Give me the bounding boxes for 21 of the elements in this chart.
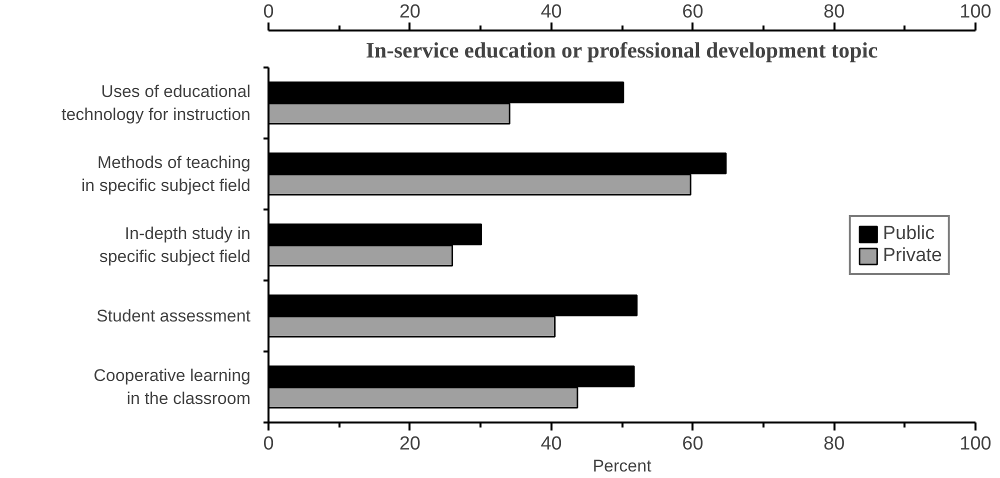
y-tick-label: Student assessment xyxy=(96,306,251,326)
x-tick-label: 20 xyxy=(399,434,420,454)
legend-label: Private xyxy=(882,244,942,266)
y-tick-label: Methods of teaching in specific subject field xyxy=(81,153,251,195)
x-axis-title: Percent xyxy=(592,456,652,476)
x-tick-label: 100 xyxy=(960,434,992,454)
x2-tick-label: 80 xyxy=(824,2,845,22)
x2-tick-label: 20 xyxy=(399,2,420,22)
x2-tick-label: 60 xyxy=(682,2,704,22)
x2-tick-label: 100 xyxy=(960,2,992,22)
x-tick-label: 0 xyxy=(263,434,274,454)
y-tick-label: Cooperative learning in the classroom xyxy=(94,366,251,408)
x-tick-label: 80 xyxy=(824,434,845,454)
chart-title: In-service education or professional development topic xyxy=(366,38,878,62)
y-tick-label: Uses of educational technology for instruction xyxy=(62,82,251,124)
y-tick-label: In-depth study in specific subject field xyxy=(99,224,251,266)
x-tick-label: 40 xyxy=(540,434,562,454)
legend-label: Public xyxy=(882,222,935,244)
x2-tick-label: 40 xyxy=(540,2,562,22)
x-tick-label: 60 xyxy=(682,434,704,454)
x2-tick-label: 0 xyxy=(263,2,274,22)
